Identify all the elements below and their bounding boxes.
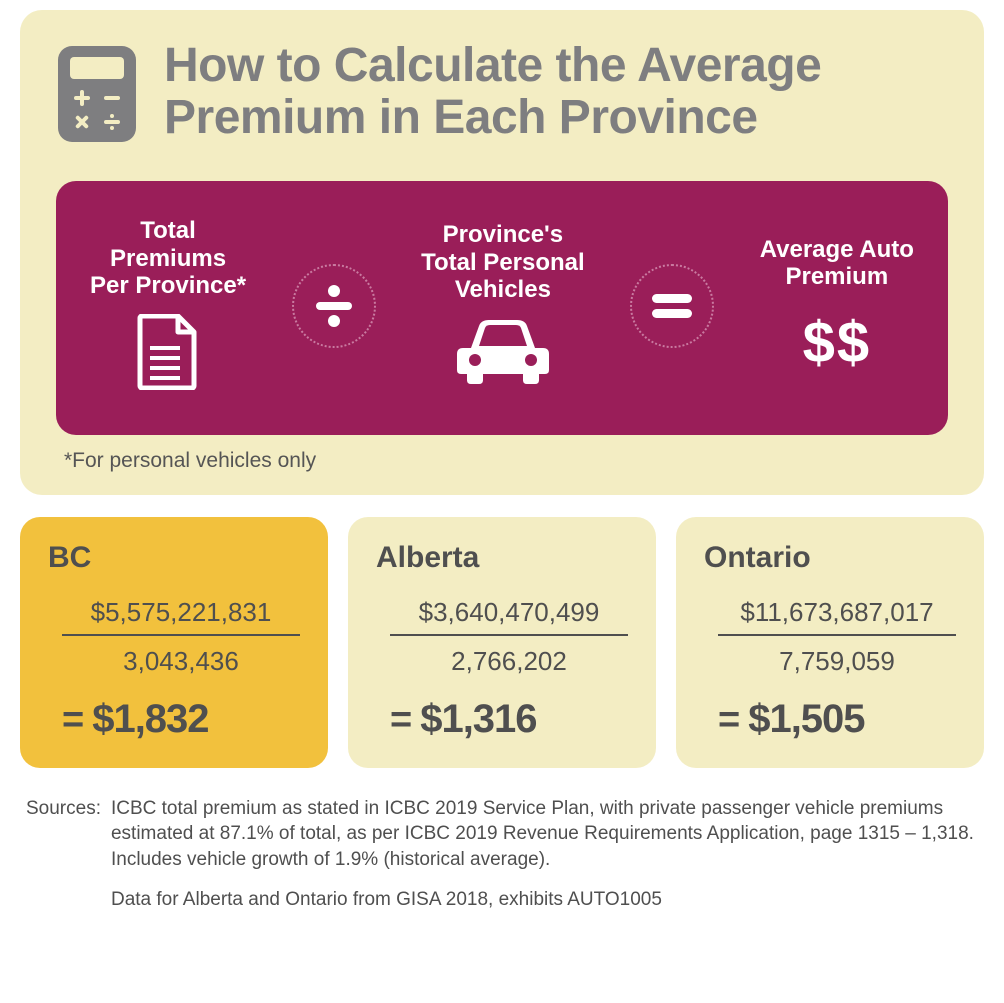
result-value: $1,316 [420, 697, 536, 742]
result-row: =$1,832 [62, 697, 300, 742]
total-premiums: $11,673,687,017 [718, 593, 956, 632]
result-value: $1,832 [92, 697, 208, 742]
equals-sign: = [62, 699, 84, 742]
equals-sign: = [390, 699, 412, 742]
formula-term-premiums: Total Premiums Per Province* [90, 217, 246, 395]
formula-footnote: *For personal vehicles only [64, 449, 948, 473]
sources-p1: ICBC total premium as stated in ICBC 201… [111, 796, 978, 873]
page-title: How to Calculate the Average Premium in … [164, 40, 948, 144]
province-row: BC$5,575,221,8313,043,436=$1,832Alberta$… [20, 517, 984, 768]
province-card: Ontario $11,673,687,017 7,759,059 =$1,505 [676, 517, 984, 768]
formula-term3-label: Average Auto Premium [760, 236, 914, 291]
formula-box: Total Premiums Per Province* [56, 181, 948, 435]
total-vehicles: 3,043,436 [62, 642, 300, 681]
divide-operator [292, 264, 376, 348]
sources-label: Sources: [26, 796, 101, 927]
formula-term2-label: Province's Total Personal Vehicles [421, 221, 585, 304]
dollar-icon: $$ [803, 309, 872, 376]
car-icon [455, 318, 551, 391]
province-name: Ontario [704, 541, 956, 575]
sources: Sources: ICBC total premium as stated in… [20, 796, 984, 927]
total-premiums: $5,575,221,831 [62, 593, 300, 632]
province-card: Alberta $3,640,470,499 2,766,202 =$1,316 [348, 517, 656, 768]
fraction: $5,575,221,831 3,043,436 [62, 593, 300, 681]
top-panel: How to Calculate the Average Premium in … [20, 10, 984, 495]
header: How to Calculate the Average Premium in … [56, 40, 948, 149]
formula-term-vehicles: Province's Total Personal Vehicles [421, 221, 585, 391]
province-name: Alberta [376, 541, 628, 575]
result-row: =$1,505 [718, 697, 956, 742]
fraction-bar [390, 634, 628, 636]
calculator-icon [56, 44, 138, 149]
province-name: BC [48, 541, 300, 575]
result-value: $1,505 [748, 697, 864, 742]
fraction: $3,640,470,499 2,766,202 [390, 593, 628, 681]
formula-term1-label: Total Premiums Per Province* [90, 217, 246, 300]
formula-term-result: Average Auto Premium $$ [760, 236, 914, 376]
document-icon [136, 314, 200, 395]
total-premiums: $3,640,470,499 [390, 593, 628, 632]
fraction: $11,673,687,017 7,759,059 [718, 593, 956, 681]
fraction-bar [718, 634, 956, 636]
total-vehicles: 2,766,202 [390, 642, 628, 681]
equals-operator [630, 264, 714, 348]
fraction-bar [62, 634, 300, 636]
total-vehicles: 7,759,059 [718, 642, 956, 681]
equals-sign: = [718, 699, 740, 742]
sources-body: ICBC total premium as stated in ICBC 201… [111, 796, 978, 927]
province-card: BC $5,575,221,831 3,043,436 =$1,832 [20, 517, 328, 768]
sources-p2: Data for Alberta and Ontario from GISA 2… [111, 887, 978, 913]
result-row: =$1,316 [390, 697, 628, 742]
